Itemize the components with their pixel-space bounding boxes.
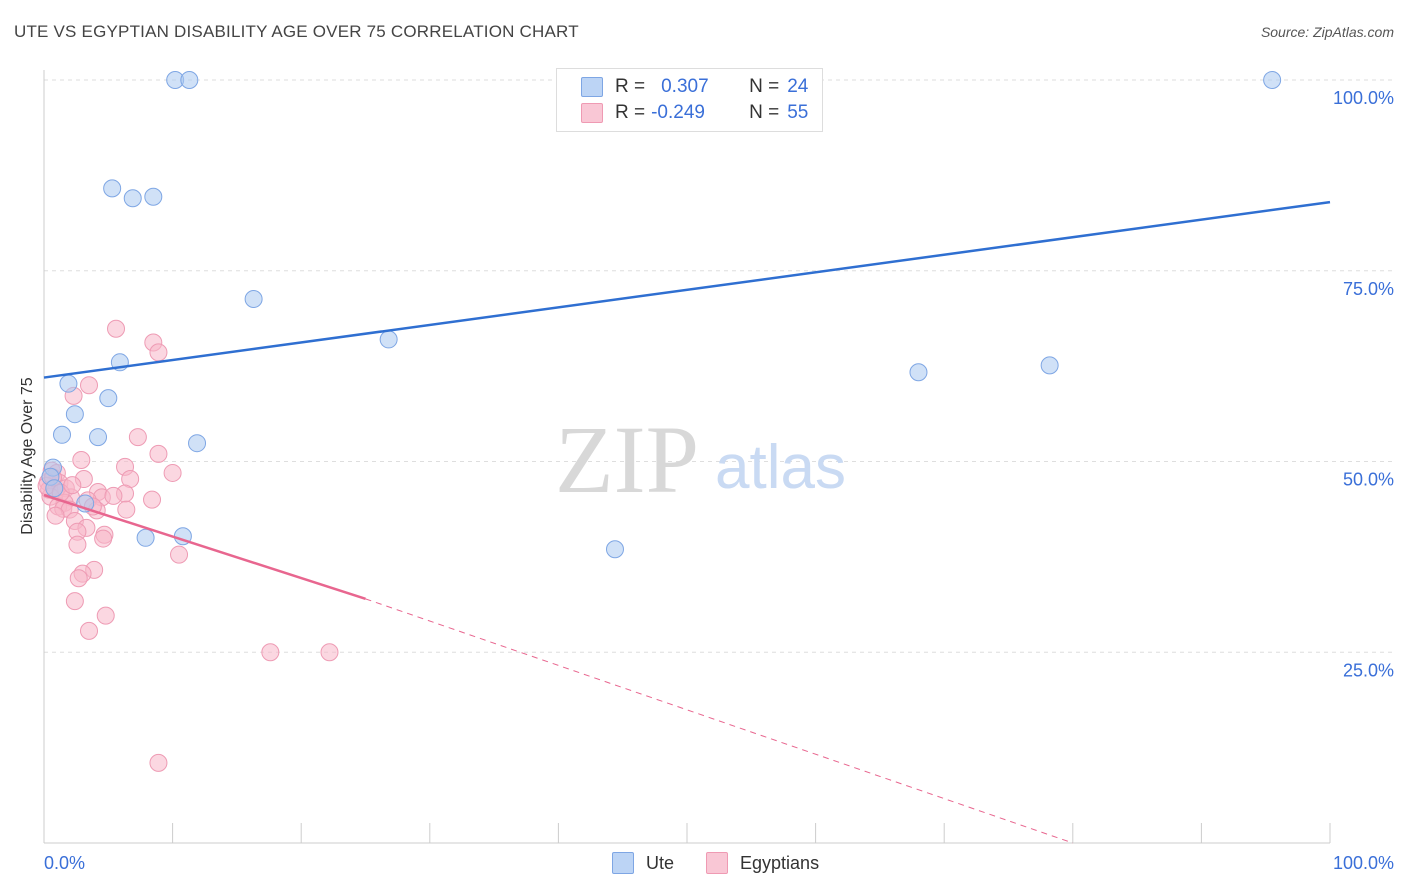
- y-tick-label: 100.0%: [1333, 88, 1394, 108]
- ute-point: [605, 540, 624, 559]
- egyptians-swatch: [581, 103, 603, 123]
- egyptians-point: [149, 343, 168, 362]
- egyptians-point: [68, 535, 87, 554]
- ute-point: [123, 189, 142, 208]
- egyptians-point: [63, 476, 82, 495]
- egyptians-point: [46, 506, 65, 525]
- ute-point: [144, 187, 163, 206]
- n-value: 24: [787, 76, 809, 97]
- egyptians-point: [69, 569, 88, 588]
- egyptians-point: [72, 450, 91, 469]
- x-tick-label: 0.0%: [44, 853, 85, 873]
- ute-swatch: [612, 852, 634, 874]
- egyptians-point: [107, 319, 126, 338]
- r-value: -0.249: [651, 102, 705, 123]
- egyptians-point: [128, 428, 147, 447]
- egyptians-point: [94, 529, 113, 548]
- watermark-zip: ZIP: [555, 406, 699, 513]
- ute-point: [99, 389, 118, 408]
- egyptians-point: [80, 621, 99, 640]
- ute-trend-line: [43, 200, 1331, 379]
- egyptians-point: [104, 486, 123, 505]
- ute-point: [65, 405, 84, 424]
- legend-row-egyptians: R = -0.249 N = 55: [581, 101, 808, 125]
- egyptians-point: [149, 753, 168, 772]
- r-value: 0.307: [661, 76, 709, 97]
- r-label: R =: [615, 76, 646, 97]
- watermark-atlas: atlas: [715, 433, 846, 502]
- n-label: N =: [749, 102, 780, 123]
- egyptians-point: [163, 463, 182, 482]
- correlation-legend: R = 0.307 N = 24 R = -0.249 N = 55: [556, 68, 823, 132]
- egyptians-point: [117, 500, 136, 519]
- legend-item-egyptians[interactable]: Egyptians: [706, 852, 819, 874]
- legend-label-egyptians: Egyptians: [740, 852, 820, 873]
- legend-label-ute: Ute: [646, 852, 675, 873]
- source-label: Source: ZipAtlas.com: [1260, 24, 1394, 40]
- n-label: N =: [749, 76, 780, 97]
- ute-point: [1040, 356, 1059, 375]
- chart-title: UTE VS EGYPTIAN DISABILITY AGE OVER 75 C…: [14, 22, 579, 41]
- egyptians-point: [149, 444, 168, 463]
- x-tick-label: 100.0%: [1333, 853, 1394, 873]
- ute-point: [53, 425, 72, 444]
- egyptians-trend-line: [43, 493, 366, 601]
- n-value: 55: [787, 102, 809, 123]
- egyptians-trend-extension: [365, 598, 1073, 844]
- legend-row-ute: R = 0.307 N = 24: [581, 75, 808, 99]
- ute-swatch: [581, 77, 603, 97]
- egyptians-point: [143, 490, 162, 509]
- y-tick-label: 25.0%: [1343, 660, 1394, 680]
- ute-point: [45, 479, 64, 498]
- y-tick-label: 50.0%: [1343, 470, 1394, 490]
- ute-point: [103, 179, 122, 198]
- ute-point: [89, 428, 108, 447]
- egyptians-swatch: [706, 852, 729, 874]
- egyptians-point: [170, 545, 189, 564]
- egyptians-point: [80, 376, 99, 395]
- ute-point: [379, 330, 398, 349]
- ute-point: [244, 289, 263, 308]
- ute-point: [136, 528, 155, 547]
- ute-point: [1263, 71, 1282, 89]
- egyptians-point: [96, 606, 115, 625]
- legend-item-ute[interactable]: Ute: [612, 852, 674, 874]
- ute-point: [180, 71, 199, 89]
- r-label: R =: [615, 102, 646, 123]
- series-legend: Ute Egyptians: [612, 852, 851, 874]
- egyptians-point: [65, 592, 84, 611]
- y-tick-label: 75.0%: [1343, 279, 1394, 299]
- egyptians-point: [261, 643, 280, 662]
- ute-point: [59, 374, 78, 393]
- ute-point: [909, 363, 928, 382]
- ute-point: [188, 434, 207, 453]
- egyptians-point: [320, 643, 339, 662]
